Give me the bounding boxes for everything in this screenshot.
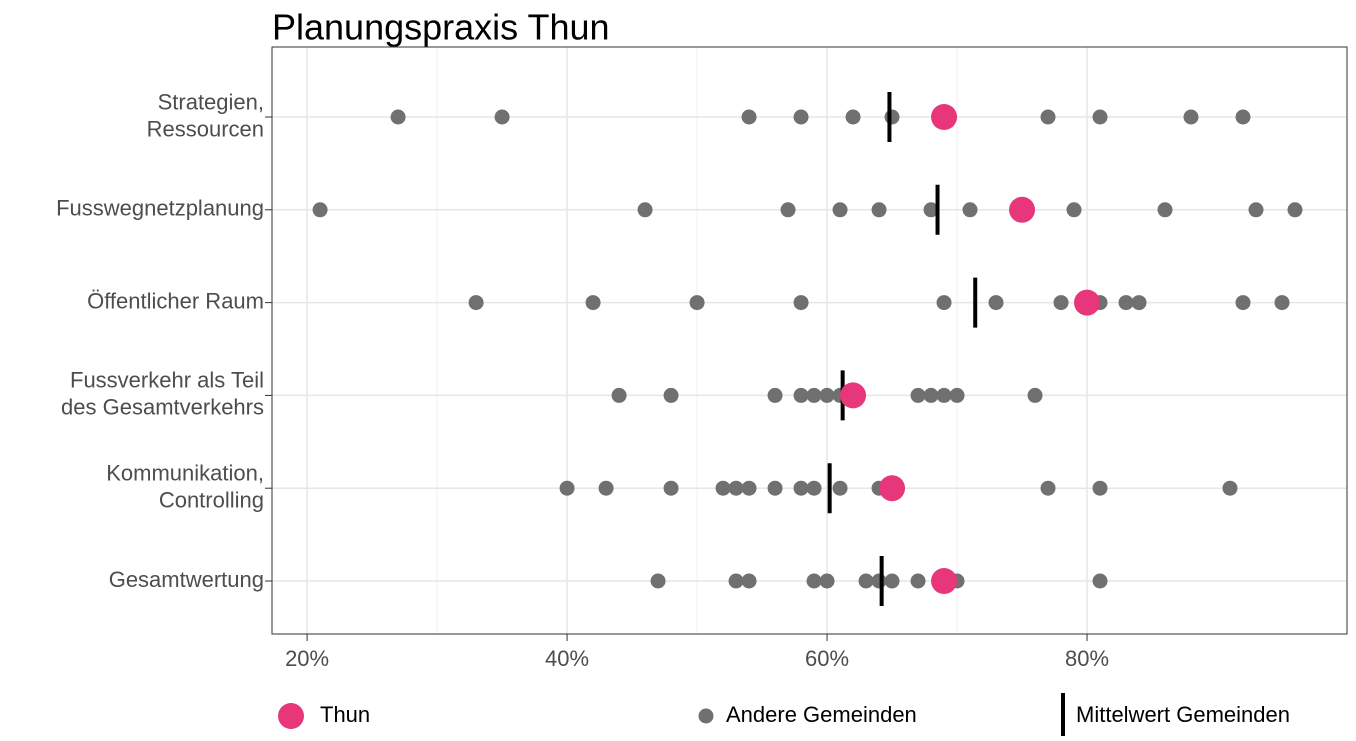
- other-dot: [559, 480, 575, 496]
- other-dot: [663, 480, 679, 496]
- other-dot: [793, 387, 809, 403]
- other-dot: [1183, 109, 1199, 125]
- other-dot: [1131, 295, 1147, 311]
- other-dot: [936, 295, 952, 311]
- x-tick-label: 40%: [545, 646, 589, 671]
- other-dot: [1274, 295, 1290, 311]
- other-dot: [1248, 202, 1264, 218]
- other-dot: [1040, 480, 1056, 496]
- legend-label: Mittelwert Gemeinden: [1076, 702, 1290, 727]
- other-dot: [780, 202, 796, 218]
- other-dot: [1040, 109, 1056, 125]
- other-dot: [663, 387, 679, 403]
- other-dot: [1222, 480, 1238, 496]
- other-dot: [741, 573, 757, 589]
- other-dot: [637, 202, 653, 218]
- thun-dot: [931, 568, 958, 594]
- other-dot: [806, 480, 822, 496]
- other-dot: [793, 480, 809, 496]
- thun-dot: [840, 382, 867, 409]
- x-tick-label: 60%: [805, 646, 849, 671]
- thun-dot: [1074, 289, 1101, 316]
- other-dot: [832, 202, 848, 218]
- thun-dot: [931, 104, 958, 130]
- other-dot: [845, 109, 861, 125]
- legend-label: Andere Gemeinden: [726, 702, 917, 727]
- other-dot: [1235, 109, 1251, 125]
- other-dot: [741, 109, 757, 125]
- thun-dot: [1009, 196, 1036, 223]
- y-tick-label: Fussverkehr als Teil: [70, 368, 264, 393]
- other-dot: [689, 295, 705, 311]
- other-dot: [910, 573, 926, 589]
- y-tick-label: Kommunikation,: [106, 461, 264, 486]
- other-dot: [1118, 295, 1134, 311]
- other-dot: [728, 573, 744, 589]
- other-dot: [611, 387, 627, 403]
- legend-swatch: [278, 703, 304, 729]
- other-dot: [910, 387, 926, 403]
- legend-label: Thun: [320, 702, 370, 727]
- other-dot: [923, 387, 939, 403]
- other-dot: [767, 387, 783, 403]
- other-dot: [741, 480, 757, 496]
- y-tick-label: Controlling: [159, 488, 264, 513]
- other-dot: [806, 573, 822, 589]
- other-dot: [1235, 295, 1251, 311]
- other-dot: [728, 480, 744, 496]
- other-dot: [923, 202, 939, 218]
- y-tick-label: Ressourcen: [147, 116, 264, 141]
- y-tick-label: Gesamtwertung: [109, 567, 264, 592]
- other-dot: [715, 480, 731, 496]
- other-dot: [793, 295, 809, 311]
- x-tick-label: 80%: [1065, 646, 1109, 671]
- other-dot: [598, 480, 614, 496]
- other-dot: [884, 109, 900, 125]
- thun-dot: [879, 475, 906, 502]
- other-dot: [819, 573, 835, 589]
- other-dot: [949, 387, 965, 403]
- y-tick-label: Öffentlicher Raum: [87, 288, 264, 313]
- plot-border: [271, 46, 1348, 635]
- other-dot: [832, 480, 848, 496]
- other-dot: [962, 202, 978, 218]
- other-dot: [793, 109, 809, 125]
- other-dot: [1053, 295, 1069, 311]
- other-dot: [468, 295, 484, 311]
- other-dot: [819, 387, 835, 403]
- chart-title: Planungspraxis Thun: [272, 7, 610, 48]
- y-tick-label: des Gesamtverkehrs: [61, 395, 264, 420]
- other-dot: [585, 295, 601, 311]
- other-dot: [871, 202, 887, 218]
- other-dot: [767, 480, 783, 496]
- other-dot: [1092, 109, 1108, 125]
- other-dot: [1092, 573, 1108, 589]
- other-dot: [1027, 387, 1043, 403]
- other-dot: [806, 387, 822, 403]
- other-dot: [1066, 202, 1082, 218]
- other-dot: [988, 295, 1004, 311]
- other-dot: [1092, 480, 1108, 496]
- legend-swatch: [698, 708, 714, 724]
- other-dot: [1157, 202, 1173, 218]
- other-dot: [1287, 202, 1303, 218]
- x-tick-label: 20%: [285, 646, 329, 671]
- y-tick-label: Strategien,: [158, 89, 264, 114]
- other-dot: [312, 202, 328, 218]
- other-dot: [936, 387, 952, 403]
- other-dot: [650, 573, 666, 589]
- y-tick-label: Fusswegnetzplanung: [56, 196, 264, 221]
- other-dot: [858, 573, 874, 589]
- other-dot: [884, 573, 900, 589]
- other-dot: [494, 109, 510, 125]
- other-dot: [390, 109, 406, 125]
- other-dot: [871, 573, 887, 589]
